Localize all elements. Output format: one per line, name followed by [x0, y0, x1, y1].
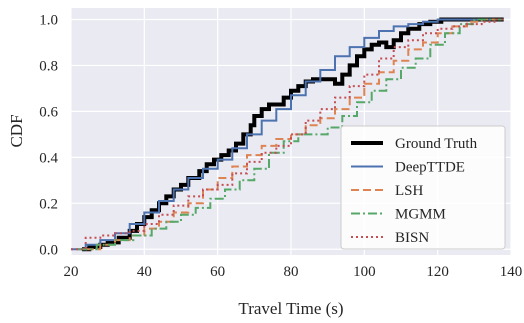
legend-label: LSH [395, 183, 424, 199]
y-tick-label: 0.8 [39, 58, 58, 74]
x-tick-label: 60 [210, 264, 225, 280]
x-tick-label: 100 [353, 264, 376, 280]
y-tick-labels: 0.0 0.2 0.4 0.6 0.8 1.0 [39, 12, 58, 258]
y-tick-label: 0.6 [39, 104, 58, 120]
y-tick-label: 0.2 [39, 196, 58, 212]
x-tick-label: 80 [284, 264, 299, 280]
legend: Ground Truth DeepTTDE LSH MGMM BISN [340, 125, 506, 250]
y-tick-label: 1.0 [39, 12, 58, 28]
x-tick-label: 140 [500, 264, 523, 280]
x-tick-label: 40 [137, 264, 152, 280]
y-tick-label: 0.4 [39, 150, 58, 166]
y-tick-label: 0.0 [39, 242, 58, 258]
legend-label: MGMM [395, 207, 446, 223]
x-tick-label: 20 [64, 264, 79, 280]
y-axis-label: CDF [7, 114, 26, 147]
x-axis-label: Travel Time (s) [238, 299, 343, 318]
series-line-3 [85, 18, 504, 251]
legend-label: DeepTTDE [395, 160, 465, 176]
legend-label: Ground Truth [395, 136, 478, 152]
x-tick-labels: 20 40 60 80 100 120 140 [64, 264, 523, 280]
legend-box [340, 125, 506, 250]
series-line-2 [71, 18, 504, 251]
x-tick-label: 120 [426, 264, 449, 280]
series-lines [71, 17, 504, 252]
legend-label: BISN [395, 230, 429, 246]
series-line-1 [82, 17, 504, 252]
series-line-4 [78, 18, 504, 251]
